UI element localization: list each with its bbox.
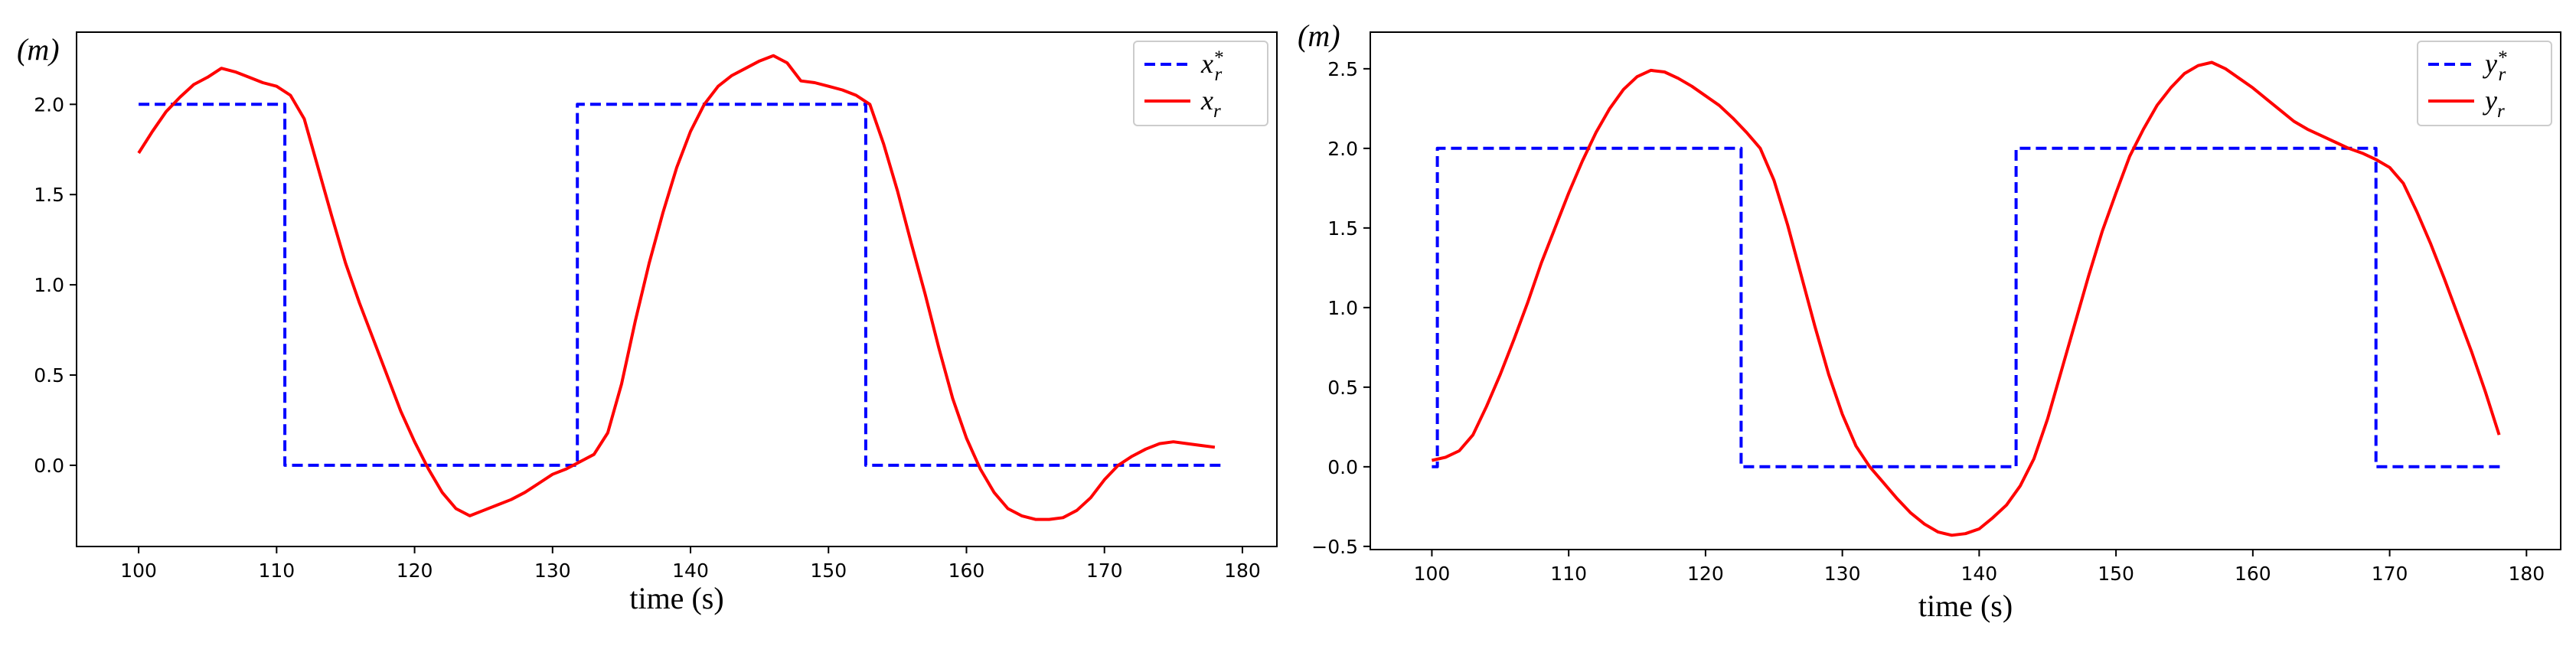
- y-tick-label: 1.0: [34, 274, 64, 296]
- legend-label: xr: [1200, 85, 1221, 122]
- chart-x: 100 110 120 130 140 150 160 170 180 0.0 0.5 1.0 1.5 2…: [17, 31, 1278, 615]
- x-tick-label: 110: [258, 560, 295, 582]
- x-tick-label: 120: [1687, 563, 1724, 585]
- legend-label: y* r: [2483, 47, 2507, 85]
- y-tick-label: 2.5: [1327, 58, 1358, 80]
- x-axis-title: time (s): [629, 581, 723, 615]
- x-tick-label: 100: [1414, 563, 1451, 585]
- x-tick-label: 180: [1224, 560, 1261, 582]
- x-tick-label: 110: [1550, 563, 1587, 585]
- x-tick-label: 170: [2372, 563, 2408, 585]
- y-tick-label: 0.0: [34, 455, 64, 477]
- x-tick-label: 150: [2098, 563, 2134, 585]
- x-tick-label: 140: [672, 560, 709, 582]
- x-tick-label: 120: [397, 560, 433, 582]
- chart-y: 100 110 120 130 140 150 160 170 180 −0.5 0.0 0.5 1.0…: [1298, 18, 2561, 623]
- legend: y* ryr: [2417, 41, 2552, 126]
- y-tick-label: 0.5: [1327, 377, 1358, 399]
- x-axis-title: time (s): [1918, 589, 2013, 623]
- legend-label: x* r: [1200, 47, 1223, 85]
- legend: x* rxr: [1133, 41, 1268, 126]
- y-tick-label: 2.0: [1327, 138, 1358, 160]
- y-unit-label: (m): [17, 32, 60, 67]
- y-tick-label: 1.5: [34, 184, 64, 206]
- y-tick-label: 1.5: [1327, 217, 1358, 240]
- series-line-y: [1431, 60, 2501, 537]
- y-tick-label: 2.0: [34, 93, 64, 116]
- plot-frame: [1370, 31, 2561, 550]
- series-line-x: [137, 54, 1216, 521]
- x-tick-label: 160: [2235, 563, 2271, 585]
- legend-label: yr: [2483, 85, 2505, 122]
- legend-box: [2417, 41, 2552, 126]
- plot-frame: [76, 31, 1278, 547]
- y-tick-label: 0.5: [34, 364, 64, 387]
- x-tick-label: 130: [534, 560, 571, 582]
- series-line-y-ref: [1432, 146, 2503, 468]
- legend-box: [1133, 41, 1268, 126]
- x-tick-label: 150: [810, 560, 847, 582]
- y-unit-label: (m): [1298, 18, 1340, 53]
- x-tick-label: 170: [1086, 560, 1123, 582]
- y-tick-label: 0.0: [1327, 456, 1358, 478]
- x-tick-label: 100: [120, 560, 157, 582]
- x-tick-label: 160: [948, 560, 985, 582]
- x-tick-label: 140: [1961, 563, 1998, 585]
- y-tick-label: −0.5: [1311, 536, 1358, 558]
- x-tick-label: 130: [1824, 563, 1861, 585]
- y-tick-label: 1.0: [1327, 297, 1358, 319]
- x-tick-label: 180: [2508, 563, 2545, 585]
